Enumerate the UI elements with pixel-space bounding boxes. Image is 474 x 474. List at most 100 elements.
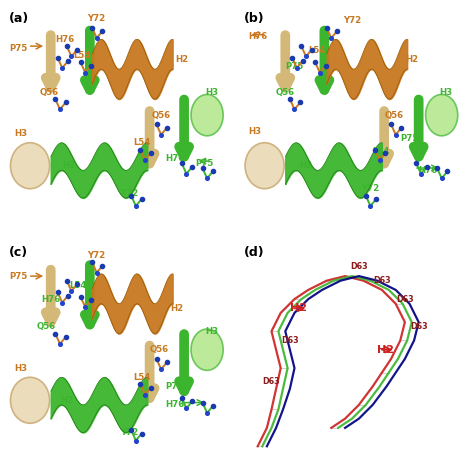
Point (382, 149, 389, 157)
Point (188, 398, 196, 405)
Point (137, 380, 144, 388)
Text: Q56: Q56 (276, 88, 295, 97)
Point (157, 131, 165, 138)
Point (68, 53, 75, 60)
Point (63, 277, 71, 284)
Point (209, 168, 217, 175)
Point (64, 57, 72, 65)
Text: L54: L54 (74, 51, 91, 60)
Text: H3: H3 (205, 327, 218, 336)
Point (412, 160, 420, 167)
Text: L54: L54 (134, 373, 151, 382)
Point (93, 269, 100, 276)
Point (138, 430, 146, 438)
Text: Y72: Y72 (343, 16, 361, 25)
Point (52, 330, 59, 337)
Point (141, 391, 149, 398)
Point (147, 384, 155, 392)
Point (298, 42, 305, 50)
Point (138, 195, 146, 203)
Text: H76: H76 (419, 166, 438, 175)
Point (87, 296, 95, 304)
Point (371, 146, 379, 154)
Text: (c): (c) (9, 246, 28, 259)
Text: Q56: Q56 (39, 88, 58, 97)
Text: (b): (b) (244, 12, 264, 25)
Text: P75: P75 (9, 44, 27, 53)
Point (147, 149, 155, 157)
Point (178, 394, 186, 402)
Text: Q56: Q56 (150, 345, 169, 354)
Text: Y72: Y72 (120, 189, 138, 198)
Point (203, 174, 211, 182)
Point (157, 365, 165, 373)
Text: H2: H2 (299, 161, 312, 170)
Point (322, 62, 329, 70)
Text: Y72: Y72 (88, 251, 106, 260)
Ellipse shape (10, 143, 50, 189)
Point (87, 62, 95, 70)
Point (99, 262, 106, 270)
Point (73, 280, 81, 288)
Point (77, 58, 84, 66)
Text: H3: H3 (439, 88, 453, 97)
Point (328, 34, 335, 42)
Point (132, 437, 140, 444)
Text: L54: L54 (134, 138, 151, 147)
Text: Q56: Q56 (37, 322, 56, 331)
Point (128, 192, 135, 200)
Point (178, 160, 186, 167)
Text: D63: D63 (373, 276, 391, 285)
Point (62, 333, 70, 341)
Point (199, 164, 206, 172)
Point (141, 156, 149, 164)
Point (163, 124, 171, 132)
Text: H2: H2 (405, 55, 418, 64)
Text: P75: P75 (166, 382, 184, 391)
Point (58, 64, 66, 72)
Text: P75: P75 (196, 159, 214, 168)
Text: Q56: Q56 (152, 110, 171, 119)
Text: D63: D63 (396, 294, 414, 303)
Point (52, 95, 59, 103)
Text: L54: L54 (69, 281, 86, 290)
Point (299, 57, 306, 65)
Point (73, 46, 81, 54)
Text: H3: H3 (14, 364, 27, 373)
Point (362, 192, 370, 200)
Point (63, 42, 71, 50)
Point (56, 340, 64, 348)
Text: D63: D63 (410, 322, 428, 331)
Point (323, 24, 330, 32)
Point (373, 195, 380, 203)
Point (182, 170, 190, 178)
Point (62, 99, 70, 106)
Point (392, 131, 400, 138)
Text: H76: H76 (166, 155, 185, 164)
Text: H76: H76 (248, 32, 268, 41)
Point (99, 27, 106, 35)
Point (291, 106, 298, 113)
Point (398, 124, 405, 132)
Text: P75: P75 (9, 272, 27, 281)
Ellipse shape (426, 94, 458, 136)
Text: H3: H3 (205, 88, 218, 97)
Text: H76: H76 (55, 35, 74, 44)
Text: H3: H3 (14, 129, 27, 138)
Text: H76: H76 (42, 294, 61, 303)
Point (209, 402, 217, 410)
Point (286, 95, 294, 103)
Point (54, 54, 62, 62)
Ellipse shape (245, 143, 284, 189)
Text: Y72: Y72 (361, 184, 379, 193)
Point (288, 54, 296, 62)
Point (82, 303, 89, 311)
Text: Y72: Y72 (88, 14, 106, 23)
Text: H2: H2 (170, 304, 183, 313)
Text: L54: L54 (373, 147, 390, 156)
Point (56, 106, 64, 113)
Point (366, 202, 374, 210)
Point (88, 24, 96, 32)
Point (128, 427, 135, 434)
Point (82, 69, 89, 76)
